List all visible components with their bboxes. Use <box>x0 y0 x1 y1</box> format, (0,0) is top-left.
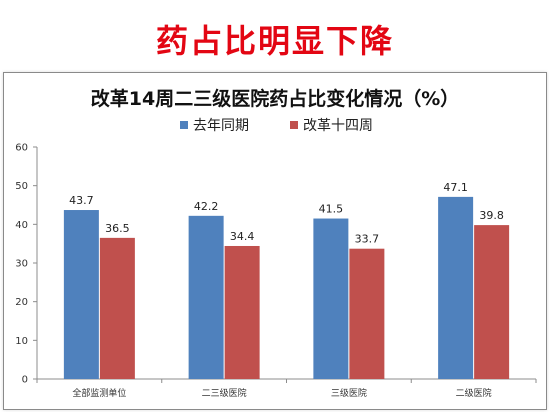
value-label-0-1: 36.5 <box>105 222 130 235</box>
bar-3-1 <box>474 225 510 379</box>
y-tick-label: 50 <box>15 181 28 192</box>
legend-label-0: 去年同期 <box>193 118 249 134</box>
bar-1-1 <box>224 245 260 379</box>
bars: 43.7 36.5 42.2 34.4 41.5 33.7 47.1 39.8 <box>63 181 510 379</box>
value-label-2-1: 33.7 <box>355 233 380 246</box>
value-label-0-0: 43.7 <box>69 194 94 207</box>
value-label-1-0: 42.2 <box>194 200 219 213</box>
chart-panel: 改革14周二三级医院药占比变化情况（%） 去年同期 改革十四周 0 10 20 30 40… <box>3 72 547 410</box>
x-category-label: 三级医院 <box>331 387 367 399</box>
y-tick-label: 30 <box>15 259 28 270</box>
legend-swatch-1 <box>290 121 298 129</box>
bar-0-1 <box>99 237 135 379</box>
headline: 药占比明显下降 <box>155 22 394 60</box>
y-tick-label: 40 <box>15 220 28 231</box>
x-category-label: 二三级医院 <box>202 387 247 399</box>
value-label-2-0: 41.5 <box>319 203 344 216</box>
bar-2-1 <box>349 248 385 379</box>
legend-label-1: 改革十四周 <box>303 118 373 134</box>
y-tick-label: 20 <box>15 297 28 308</box>
x-category-label: 二级医院 <box>456 387 492 399</box>
bar-chart: 改革14周二三级医院药占比变化情况（%） 去年同期 改革十四周 0 10 20 30 40… <box>15 87 537 399</box>
bar-1-0 <box>188 215 224 379</box>
y-tick-label: 60 <box>15 143 28 154</box>
x-category-label: 全部监测单位 <box>72 387 126 399</box>
bar-0-0 <box>63 210 99 379</box>
bar-2-0 <box>313 218 349 379</box>
value-label-3-0: 47.1 <box>443 181 468 194</box>
legend-swatch-0 <box>180 121 188 129</box>
chart-title: 改革14周二三级医院药占比变化情况（%） <box>91 87 459 110</box>
legend: 去年同期 改革十四周 <box>180 118 373 134</box>
value-label-3-1: 39.8 <box>479 209 504 222</box>
y-tick-label: 0 <box>22 375 28 386</box>
value-label-1-1: 34.4 <box>230 230 255 243</box>
bar-3-0 <box>438 196 474 379</box>
y-tick-label: 10 <box>15 336 28 347</box>
